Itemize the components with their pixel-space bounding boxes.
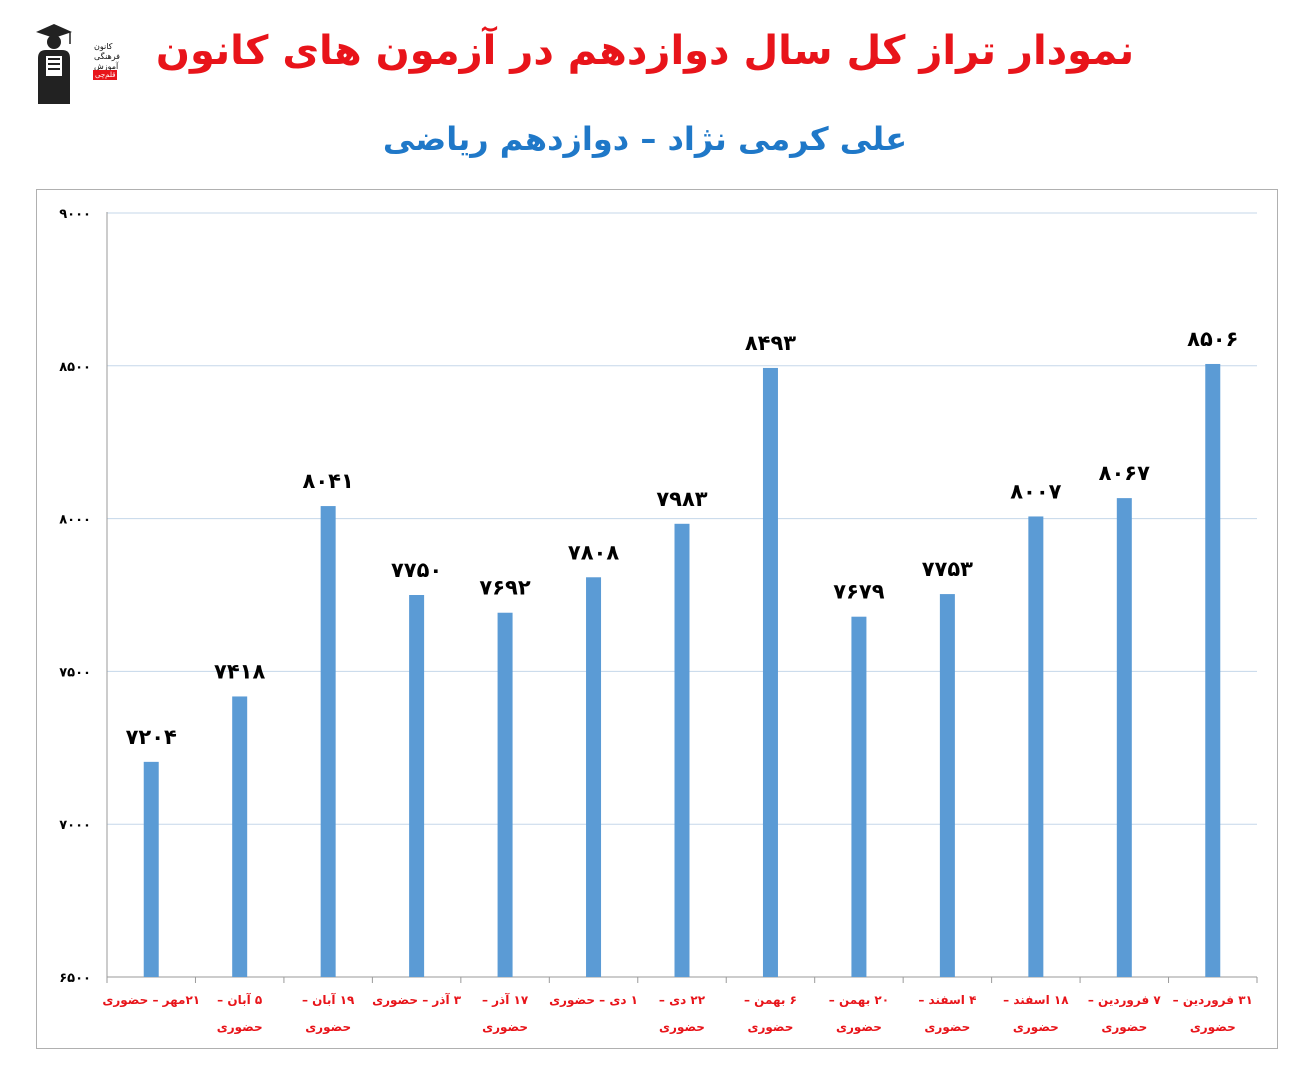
logo-badge: قلم‌چی [93,70,118,80]
bar-value-label: ۸۵۰۶ [1187,327,1238,351]
y-tick-label: ۹۰۰۰ [59,207,91,222]
logo-text-1: کانون [94,42,113,51]
bar-value-label: ۷۲۰۴ [126,725,177,749]
y-tick-label: ۸۰۰۰ [59,513,91,528]
bar [851,616,867,977]
x-category-label: ۷ فروردین – [1088,993,1162,1008]
y-tick-label: ۷۰۰۰ [59,818,91,833]
bar [586,577,602,977]
x-category-label: ۱۹ آبان – [302,992,355,1007]
bar-value-label: ۷۸۰۸ [568,540,619,564]
x-category-label: ۳ آذر – حضوری [372,992,462,1008]
bar-value-label: ۸۰۰۷ [1010,479,1061,503]
x-category-label: حضوری [748,1020,794,1035]
bar [143,761,159,977]
bar-value-label: ۷۷۵۰ [391,558,442,582]
x-category-label: حضوری [217,1020,263,1035]
y-tick-label: ۸۵۰۰ [59,360,91,375]
logo-text-3: آموزش [94,62,119,71]
x-category-label: ۱۷ آذر – [482,992,529,1007]
x-category-label: حضوری [659,1020,705,1035]
x-category-label: ۴ اسفند – [918,993,976,1007]
x-category-label: ۱۸ اسفند – [1003,993,1069,1007]
bar-value-label: ۸۰۶۷ [1099,461,1150,485]
page-title: نمودار تراز کل سال دوازدهم در آزمون های … [155,28,1135,74]
bar-value-label: ۷۷۵۳ [922,557,973,581]
y-tick-label: ۷۵۰۰ [59,665,91,680]
bar [232,696,248,977]
bar [1205,363,1221,977]
x-category-label: ۵ آبان – [217,992,262,1007]
x-category-label: حضوری [1190,1020,1236,1035]
bar-value-label: ۸۰۴۱ [303,469,354,493]
logo-text-2: فرهنگی [94,52,120,61]
bar [939,594,955,977]
x-category-label: ۱ دی – حضوری [549,993,638,1008]
y-tick-label: ۶۵۰۰ [59,971,91,986]
chart-frame [36,189,1278,1049]
x-category-label: حضوری [1101,1020,1147,1035]
x-category-label: حضوری [1013,1020,1059,1035]
bar [409,595,425,977]
x-category-label: ۲۲ دی – [659,993,706,1007]
bar [674,523,690,977]
bar-value-label: ۷۴۱۸ [214,659,265,683]
x-category-label: ۲۱مهر – حضوری [102,993,200,1008]
graduate-logo-icon [36,24,72,104]
bar [497,612,513,977]
bar [320,506,336,977]
bar-value-label: ۷۶۷۹ [833,580,884,604]
x-category-label: ۳۱ فروردین – [1173,993,1253,1008]
x-category-label: حضوری [836,1020,882,1035]
x-category-label: ۶ بهمن – [744,993,797,1007]
x-category-label: حضوری [924,1020,970,1035]
logo: کانون فرهنگی آموزش قلم‌چی [32,16,120,104]
bar-value-label: ۷۹۸۳ [656,487,707,511]
x-category-label: ۲۰ بهمن – [829,993,889,1007]
bar-value-label: ۷۶۹۲ [479,576,530,600]
bar-value-label: ۸۴۹۳ [745,331,796,355]
page-subtitle: علی کرمی نژاد – دوازدهم ریاضی [382,120,908,158]
bar [1116,498,1132,977]
x-category-label: حضوری [482,1020,528,1035]
x-category-label: حضوری [305,1020,351,1035]
bar [762,367,778,977]
bar [1028,516,1044,977]
